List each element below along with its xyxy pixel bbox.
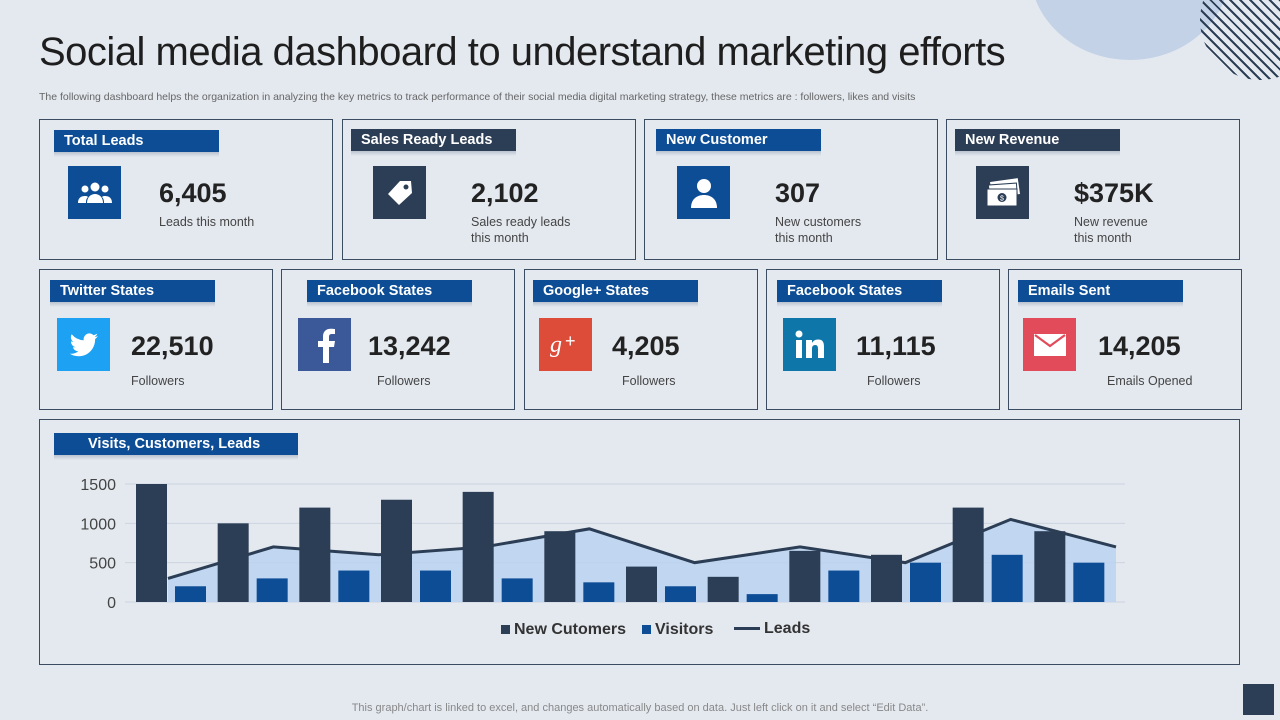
users-icon <box>68 166 121 219</box>
new-revenue-card: New Revenue $ $375K New revenue this mon… <box>946 119 1240 260</box>
sales-ready-leads-card: Sales Ready Leads 2,102 Sales ready lead… <box>342 119 636 260</box>
money-icon: $ <box>976 166 1029 219</box>
twitter-icon <box>57 318 110 371</box>
card-label: New Revenue <box>955 129 1120 156</box>
legend-label: New Cutomers <box>514 621 627 638</box>
googleplus-icon: g + <box>539 318 592 371</box>
metric-caption: Followers <box>622 374 676 388</box>
footer-note: This graph/chart is linked to excel, and… <box>351 702 929 714</box>
legend-swatch <box>501 625 510 634</box>
legend-label: Leads <box>764 620 811 637</box>
card-label: Google+ States <box>533 280 698 307</box>
metric-caption: Sales ready leads <box>471 215 571 229</box>
card-label: New Customer <box>656 129 821 156</box>
metric-value: 6,405 <box>159 178 227 208</box>
card-label: Twitter States <box>50 280 215 307</box>
facebook-icon <box>298 318 351 371</box>
metric-caption: Followers <box>377 374 431 388</box>
metric-value: 4,205 <box>612 331 680 361</box>
legend-new-customers: New Cutomers <box>501 621 626 639</box>
user-icon <box>677 166 730 219</box>
card-label: Emails Sent <box>1018 280 1183 307</box>
twitter-card: Twitter States 22,510 Followers <box>39 269 273 410</box>
googleplus-card: Google+ States g + 4,205 Followers <box>524 269 758 410</box>
card-label: Total Leads <box>54 130 219 157</box>
svg-text:g: g <box>550 332 562 358</box>
metric-value: 13,242 <box>368 331 451 361</box>
page-title: Social media dashboard to understand mar… <box>39 30 1006 74</box>
card-label: Facebook States <box>777 280 942 307</box>
metric-value: 11,115 <box>856 331 936 361</box>
metric-caption-2: this month <box>1074 231 1132 245</box>
legend-visitors: Visitors <box>642 621 713 639</box>
email-icon <box>1023 318 1076 371</box>
decorative-stripes <box>1200 0 1280 80</box>
facebook-card: Facebook States 13,242 Followers <box>281 269 515 410</box>
new-customer-card: New Customer 307 New customers this mont… <box>644 119 938 260</box>
card-label: Sales Ready Leads <box>351 129 516 156</box>
legend-leads: Leads <box>734 620 810 638</box>
legend-line <box>734 627 760 631</box>
chart-card: Visits, Customers, Leads <box>39 419 1240 665</box>
legend-swatch <box>642 625 651 634</box>
linkedin-card: Facebook States 11,115 Followers <box>766 269 1000 410</box>
metric-caption-2: this month <box>775 231 833 245</box>
svg-text:$: $ <box>1000 195 1004 202</box>
linkedin-icon <box>783 318 836 371</box>
metric-value: 2,102 <box>471 178 539 208</box>
metric-caption: Followers <box>867 374 921 388</box>
metric-caption-2: this month <box>471 231 529 245</box>
chart-title: Visits, Customers, Leads <box>54 433 298 460</box>
svg-text:+: + <box>565 331 576 351</box>
tag-icon <box>373 166 426 219</box>
page-subtitle: The following dashboard helps the organi… <box>39 91 916 103</box>
metric-value: 307 <box>775 178 821 208</box>
metric-value: 22,510 <box>131 331 214 361</box>
metric-value: 14,205 <box>1098 331 1181 361</box>
metric-caption: Leads this month <box>159 215 255 229</box>
metric-caption: New revenue <box>1074 215 1148 229</box>
metric-value: $375K <box>1074 178 1154 208</box>
corner-square <box>1243 684 1274 715</box>
metric-caption: New customers <box>775 215 862 229</box>
metric-caption: Emails Opened <box>1107 374 1193 388</box>
metric-caption: Followers <box>131 374 185 388</box>
total-leads-card: Total Leads 6,405 Leads this month <box>39 119 333 260</box>
emails-card: Emails Sent 14,205 Emails Opened <box>1008 269 1242 410</box>
card-label: Facebook States <box>307 280 472 307</box>
legend-label: Visitors <box>655 621 714 638</box>
